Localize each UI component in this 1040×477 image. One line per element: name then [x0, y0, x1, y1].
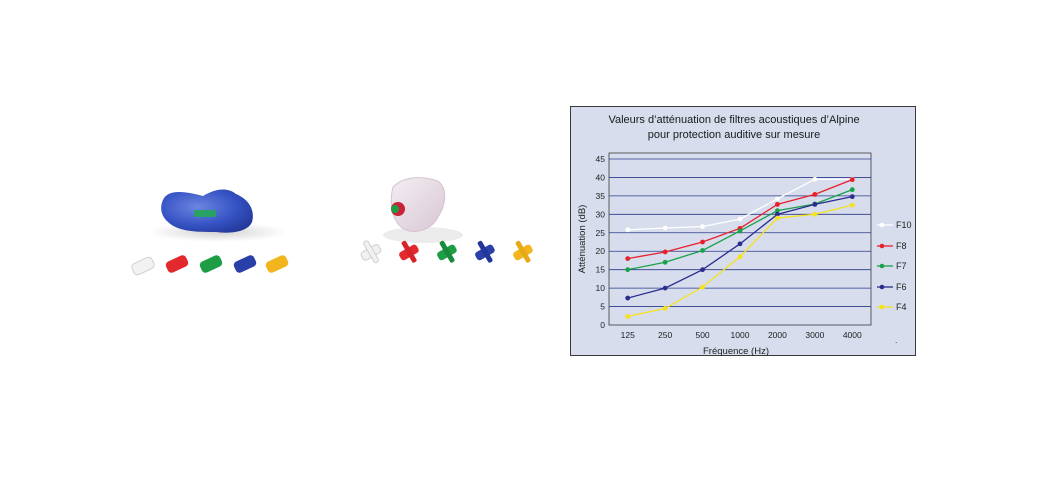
- attenuation-chart: Valeurs d’atténuation de filtres acousti…: [570, 106, 916, 357]
- legend-label: F7: [896, 261, 907, 271]
- legend-label: F10: [896, 220, 912, 230]
- data-point: [775, 201, 780, 207]
- y-tick-label: 20: [596, 246, 606, 256]
- y-tick-label: 40: [596, 172, 606, 182]
- data-point: [812, 211, 818, 217]
- data-point: [812, 192, 818, 197]
- y-tick-label: 0: [600, 320, 605, 330]
- chart-title-line-2: pour protection auditive sur mesure: [648, 129, 820, 141]
- data-point: [775, 196, 780, 202]
- legend-label: F8: [896, 241, 907, 251]
- filter-caps-row: [131, 255, 289, 276]
- plot-area: [608, 152, 872, 326]
- series-f10: [625, 176, 855, 233]
- data-point: [737, 216, 743, 222]
- x-tick-label: 250: [658, 330, 672, 340]
- data-point: [737, 254, 743, 260]
- y-tick-label: 35: [596, 191, 606, 201]
- data-point: [625, 227, 631, 233]
- data-point: [849, 187, 855, 193]
- t-filters-row: [360, 240, 533, 264]
- legend-item-f4: F4: [877, 302, 907, 312]
- data-point: [812, 176, 818, 182]
- x-tick-label: 2000: [768, 330, 787, 340]
- data-point: [662, 306, 668, 311]
- data-point: [625, 267, 631, 273]
- y-tick-labels: 0 5 10 15 20 25 30 35 40 45: [596, 154, 606, 330]
- x-tick-label: 1000: [731, 330, 750, 340]
- legend-item-f10: F10: [877, 220, 912, 230]
- x-tick-label: 500: [695, 330, 709, 340]
- data-point: [775, 215, 780, 221]
- y-tick-label: 45: [596, 154, 606, 164]
- data-point: [737, 241, 743, 247]
- product-image-blue-earmould: [118, 170, 308, 290]
- legend-label: F4: [896, 302, 907, 312]
- legend-marker: [879, 222, 885, 228]
- data-point: [812, 201, 818, 207]
- data-point: [625, 295, 631, 301]
- legend-marker: [879, 304, 885, 310]
- y-tick-label: 5: [600, 302, 605, 312]
- series-f8: [625, 177, 855, 261]
- data-point: [700, 248, 705, 253]
- legend-item-f8: F8: [877, 241, 907, 251]
- data-point: [700, 224, 705, 229]
- product-image-clear-earmould: [348, 165, 548, 290]
- data-point: [662, 249, 668, 255]
- x-axis-label: Fréquence (Hz): [703, 346, 769, 357]
- x-tick-label: 4000: [843, 330, 862, 340]
- y-tick-label: 15: [596, 265, 606, 275]
- data-point: [662, 285, 668, 291]
- legend-marker: [879, 243, 885, 249]
- data-point: [700, 239, 705, 245]
- chart-title-line-1: Valeurs d’atténuation de filtres acousti…: [608, 114, 859, 126]
- y-axis-label: Atténuation (dB): [577, 205, 588, 274]
- x-tick-label: 125: [621, 330, 635, 340]
- legend-label: F6: [896, 282, 907, 292]
- legend-item-f7: F7: [877, 261, 907, 271]
- data-point: [849, 177, 855, 183]
- series-f4: [625, 202, 855, 319]
- data-point: [625, 314, 631, 319]
- legend: F10 F8 F7 F6 F4: [877, 220, 912, 312]
- x-tick-labels: 125 250 500 1000 2000 3000 4000: [621, 330, 862, 340]
- footnote-dot: .: [895, 335, 897, 345]
- data-point: [662, 225, 668, 231]
- legend-marker: [879, 284, 885, 290]
- legend-item-f6: F6: [877, 282, 907, 292]
- data-point: [700, 284, 705, 290]
- data-point: [662, 259, 668, 265]
- data-point: [737, 228, 743, 234]
- data-point: [849, 202, 855, 208]
- data-point: [625, 256, 631, 261]
- series-lines: [625, 176, 855, 319]
- x-tick-label: 3000: [805, 330, 824, 340]
- legend-marker: [879, 263, 885, 269]
- y-tick-label: 30: [596, 209, 606, 219]
- y-tick-label: 10: [596, 283, 606, 293]
- series-f6: [625, 194, 855, 301]
- data-point: [700, 267, 705, 273]
- data-point: [849, 194, 855, 200]
- data-point: [775, 208, 780, 214]
- data-point: [775, 211, 780, 217]
- y-tick-label: 25: [596, 228, 606, 238]
